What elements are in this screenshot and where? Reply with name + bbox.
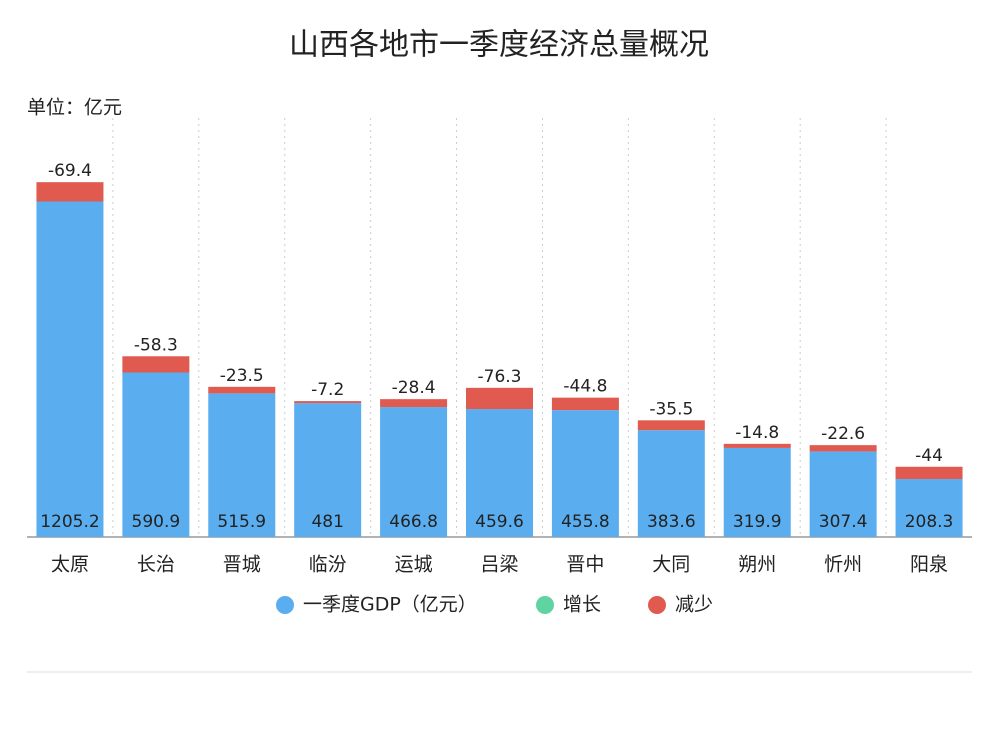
bar-segment (637, 420, 705, 431)
bar-segment (208, 386, 276, 394)
value-label: -44 (915, 446, 943, 466)
bar-segment (637, 430, 705, 537)
value-label: 459.6 (475, 512, 524, 532)
x-tick-label: 忻州 (824, 554, 862, 576)
bar-segment (36, 182, 104, 202)
value-label: 307.4 (819, 512, 868, 532)
value-label: 481 (311, 512, 343, 532)
chart-title: 山西各地市一季度经济总量概况 (289, 28, 709, 63)
legend-label: 减少 (675, 594, 713, 616)
bar-segment (466, 387, 533, 410)
bar-segment (294, 401, 362, 404)
legend-swatch (648, 596, 666, 614)
bar-segment (380, 407, 448, 537)
x-tick-label: 晋城 (223, 554, 261, 576)
x-tick-label: 太原 (51, 554, 89, 576)
value-label: -22.6 (821, 424, 865, 444)
value-label: -28.4 (392, 378, 436, 398)
x-tick-label: 长治 (137, 554, 175, 576)
value-label: 590.9 (132, 512, 181, 532)
legend-label: 增长 (563, 594, 601, 616)
bar-segment (551, 397, 619, 411)
value-label: 319.9 (733, 512, 782, 532)
value-label: -58.3 (134, 335, 178, 355)
bar-segment (122, 372, 190, 537)
x-tick-label: 晋中 (566, 554, 604, 576)
bar-segment (36, 201, 104, 537)
bar-segment (294, 403, 362, 537)
legend-label: 一季度GDP（亿元） (303, 594, 477, 616)
bar-segment (895, 479, 963, 537)
bar-segment (466, 409, 533, 537)
value-label: -35.5 (649, 399, 693, 419)
legend-swatch (276, 596, 294, 614)
value-label: 1205.2 (40, 512, 99, 532)
value-label: 383.6 (647, 512, 696, 532)
bar-segment (809, 445, 877, 452)
x-tick-label: 吕梁 (480, 554, 518, 576)
bar-segment (122, 356, 190, 373)
value-label: -14.8 (735, 423, 779, 443)
value-label: 208.3 (905, 512, 954, 532)
bar-segment (723, 447, 791, 537)
bar-segment (551, 410, 619, 537)
x-tick-label: 运城 (395, 554, 433, 576)
bar-segment (380, 399, 448, 408)
value-label: -23.5 (220, 366, 264, 386)
value-label: 455.8 (561, 512, 610, 532)
x-tick-label: 朔州 (738, 554, 776, 576)
value-label: -76.3 (478, 367, 522, 387)
unit-label: 单位：亿元 (27, 97, 122, 119)
bar-segment (895, 466, 963, 480)
bar-segment (809, 451, 877, 537)
value-label: 515.9 (217, 512, 266, 532)
bar-segment (208, 393, 276, 537)
x-tick-label: 阳泉 (910, 554, 948, 576)
legend-swatch (536, 596, 554, 614)
value-label: -7.2 (311, 380, 344, 400)
x-tick-label: 大同 (652, 554, 690, 576)
value-label: -69.4 (48, 161, 92, 181)
x-tick-label: 临汾 (309, 554, 347, 576)
value-label: -44.8 (563, 377, 607, 397)
bar-segment (723, 443, 791, 448)
value-label: 466.8 (389, 512, 438, 532)
